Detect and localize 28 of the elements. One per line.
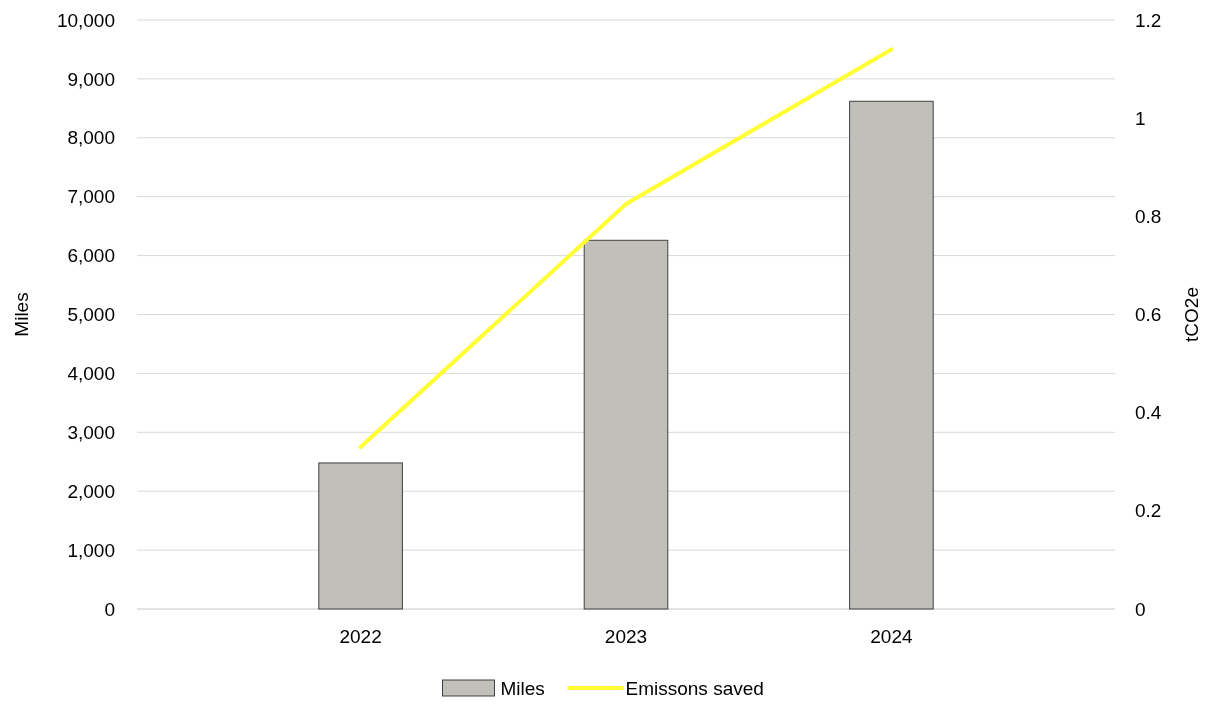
x-tick-label: 2023 <box>604 626 648 647</box>
y-tick-label: 10,000 <box>56 9 115 31</box>
y2-tick-label: 0.2 <box>1135 500 1162 522</box>
y-axis-title: Miles <box>11 292 32 337</box>
x-tick-label: 2024 <box>870 626 913 647</box>
y2-tick-label: 0.8 <box>1135 205 1162 227</box>
y2-tick-label: 0 <box>1135 598 1146 620</box>
y2-tick-label: 1.2 <box>1135 9 1162 31</box>
legend-label: Miles <box>500 677 545 699</box>
y-tick-label: 1,000 <box>67 539 115 561</box>
y2-axis-title: tCO2e <box>1181 287 1202 342</box>
y-tick-label: 5,000 <box>67 304 115 326</box>
y2-tick-label: 0.4 <box>1135 402 1162 424</box>
y-tick-label: 6,000 <box>67 245 115 267</box>
bar <box>849 100 934 610</box>
legend-label: Emissons saved <box>625 677 764 699</box>
bar <box>318 462 403 610</box>
y2-tick-label: 1 <box>1135 107 1146 129</box>
y-tick-label: 9,000 <box>67 68 115 90</box>
y2-tick-label: 0.6 <box>1135 304 1162 326</box>
y-tick-label: 4,000 <box>67 363 115 385</box>
y-tick-label: 0 <box>104 598 115 620</box>
y-tick-label: 3,000 <box>67 421 115 443</box>
y-tick-label: 2,000 <box>67 480 115 502</box>
y-tick-label: 7,000 <box>67 186 115 208</box>
x-tick-label: 2022 <box>339 626 382 647</box>
bar <box>583 239 669 610</box>
y-tick-label: 8,000 <box>67 127 115 149</box>
